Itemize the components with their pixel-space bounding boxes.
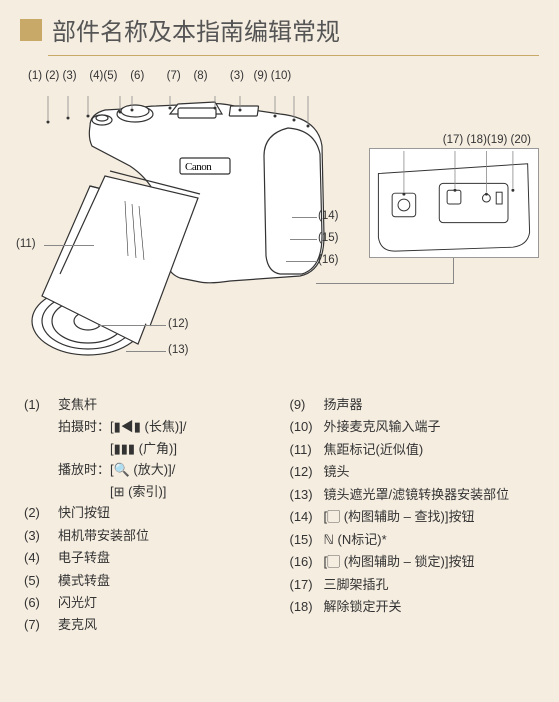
part-item: (13) 镜头遮光罩/滤镜转换器安装部位 (290, 484, 540, 505)
part-text: 镜头遮光罩/滤镜转换器安装部位 (324, 484, 540, 505)
part-number: (1) (24, 394, 58, 415)
detail-callouts-top: (17) (18)(19) (20) (443, 134, 531, 146)
part-item: (7) 麦克风 (24, 614, 274, 635)
page-title: 部件名称及本指南编辑常规 (52, 12, 340, 47)
callout-12: (12) (168, 318, 188, 330)
top-callouts-left: (1) (2) (3) (4)(5) (6) (7) (8) (3) (9) (… (0, 64, 559, 82)
page-header: 部件名称及本指南编辑常规 (0, 0, 559, 55)
callout-line-12 (98, 325, 166, 326)
sub-label: 拍摄时： (58, 416, 110, 437)
part-number: (16) (290, 551, 324, 572)
part-number: (14) (290, 506, 324, 527)
part-text: 三脚架插孔 (324, 574, 540, 595)
sub-detail: [▮▮▮ (广角)] (110, 438, 274, 459)
part-number: (2) (24, 502, 58, 523)
sub-detail: [▮◀▮ (长焦)]/ (110, 416, 273, 437)
part-text: 外接麦克风输入端子 (324, 416, 540, 437)
part-item: (1) 变焦杆 (24, 394, 274, 415)
header-accent-square (20, 19, 42, 41)
detail-connector-vert (453, 258, 454, 284)
header-underline (48, 55, 539, 56)
part-item: (10) 外接麦克风输入端子 (290, 416, 540, 437)
part-text: 焦距标记(近似值) (324, 439, 540, 460)
part-number: (10) (290, 416, 324, 437)
part-item: (3) 相机带安装部位 (24, 525, 274, 546)
part-text: ℕ (N标记)* (324, 529, 540, 550)
part-item: (11) 焦距标记(近似值) (290, 439, 540, 460)
part-item: (16) [▢ (构图辅助 – 锁定)]按钮 (290, 551, 540, 572)
brand-label: Canon (185, 161, 212, 173)
callout-line-11 (44, 245, 94, 246)
callout-16: (16) (318, 254, 338, 266)
part-text: 闪光灯 (58, 592, 274, 613)
camera-detail-illustration (369, 148, 539, 258)
part-number: (6) (24, 592, 58, 613)
part-item: (12) 镜头 (290, 461, 540, 482)
part-text: 模式转盘 (58, 570, 274, 591)
part-text: 相机带安装部位 (58, 525, 274, 546)
camera-main-illustration: Canon (30, 96, 350, 376)
callout-line-14 (292, 217, 317, 218)
part-number: (17) (290, 574, 324, 595)
camera-diagram-area: Canon (17) (18)(19) (20) (20, 86, 539, 386)
part-item: (6) 闪光灯 (24, 592, 274, 613)
part-number: (7) (24, 614, 58, 635)
part-number: (5) (24, 570, 58, 591)
callout-line-15 (290, 239, 317, 240)
part-sub-item: [▮▮▮ (广角)] (24, 438, 274, 459)
parts-column-right: (9) 扬声器 (10) 外接麦克风输入端子 (11) 焦距标记(近似值) (1… (282, 394, 540, 637)
part-item: (9) 扬声器 (290, 394, 540, 415)
part-sub-item: [⊞ (索引)] (24, 481, 274, 502)
parts-column-left: (1) 变焦杆 拍摄时： [▮◀▮ (长焦)]/ [▮▮▮ (广角)] 播放时：… (24, 394, 282, 637)
part-number: (11) (290, 439, 324, 460)
part-text: 快门按钮 (58, 502, 274, 523)
part-item: (14) [▢ (构图辅助 – 查找)]按钮 (290, 506, 540, 527)
part-text: [▢ (构图辅助 – 查找)]按钮 (324, 506, 540, 527)
part-text: [▢ (构图辅助 – 锁定)]按钮 (324, 551, 540, 572)
part-item: (18) 解除锁定开关 (290, 596, 540, 617)
part-number: (9) (290, 394, 324, 415)
parts-list: (1) 变焦杆 拍摄时： [▮◀▮ (长焦)]/ [▮▮▮ (广角)] 播放时：… (0, 386, 559, 637)
sub-label: 播放时： (58, 459, 110, 480)
callout-line-13 (126, 351, 166, 352)
part-item: (4) 电子转盘 (24, 547, 274, 568)
detail-connector-line (316, 283, 454, 284)
part-item: (5) 模式转盘 (24, 570, 274, 591)
part-text: 麦克风 (58, 614, 274, 635)
part-text: 电子转盘 (58, 547, 274, 568)
part-number: (12) (290, 461, 324, 482)
sub-detail: [🔍 (放大)]/ (110, 459, 273, 480)
part-sub-item: 拍摄时： [▮◀▮ (长焦)]/ (24, 416, 274, 437)
part-sub-item: 播放时： [🔍 (放大)]/ (24, 459, 274, 480)
part-text: 解除锁定开关 (324, 596, 540, 617)
part-text: 扬声器 (324, 394, 540, 415)
callout-15: (15) (318, 232, 338, 244)
part-item: (2) 快门按钮 (24, 502, 274, 523)
part-text: 镜头 (324, 461, 540, 482)
sub-detail: [⊞ (索引)] (110, 481, 274, 502)
part-number: (13) (290, 484, 324, 505)
callout-14: (14) (318, 210, 338, 222)
part-item: (15) ℕ (N标记)* (290, 529, 540, 550)
callout-13: (13) (168, 344, 188, 356)
callout-line-16 (286, 261, 317, 262)
part-number: (15) (290, 529, 324, 550)
part-number: (18) (290, 596, 324, 617)
part-text: 变焦杆 (58, 394, 274, 415)
callout-11: (11) (16, 238, 36, 250)
part-number: (3) (24, 525, 58, 546)
part-item: (17) 三脚架插孔 (290, 574, 540, 595)
sub-label (58, 481, 110, 502)
sub-label (58, 438, 110, 459)
part-number: (4) (24, 547, 58, 568)
